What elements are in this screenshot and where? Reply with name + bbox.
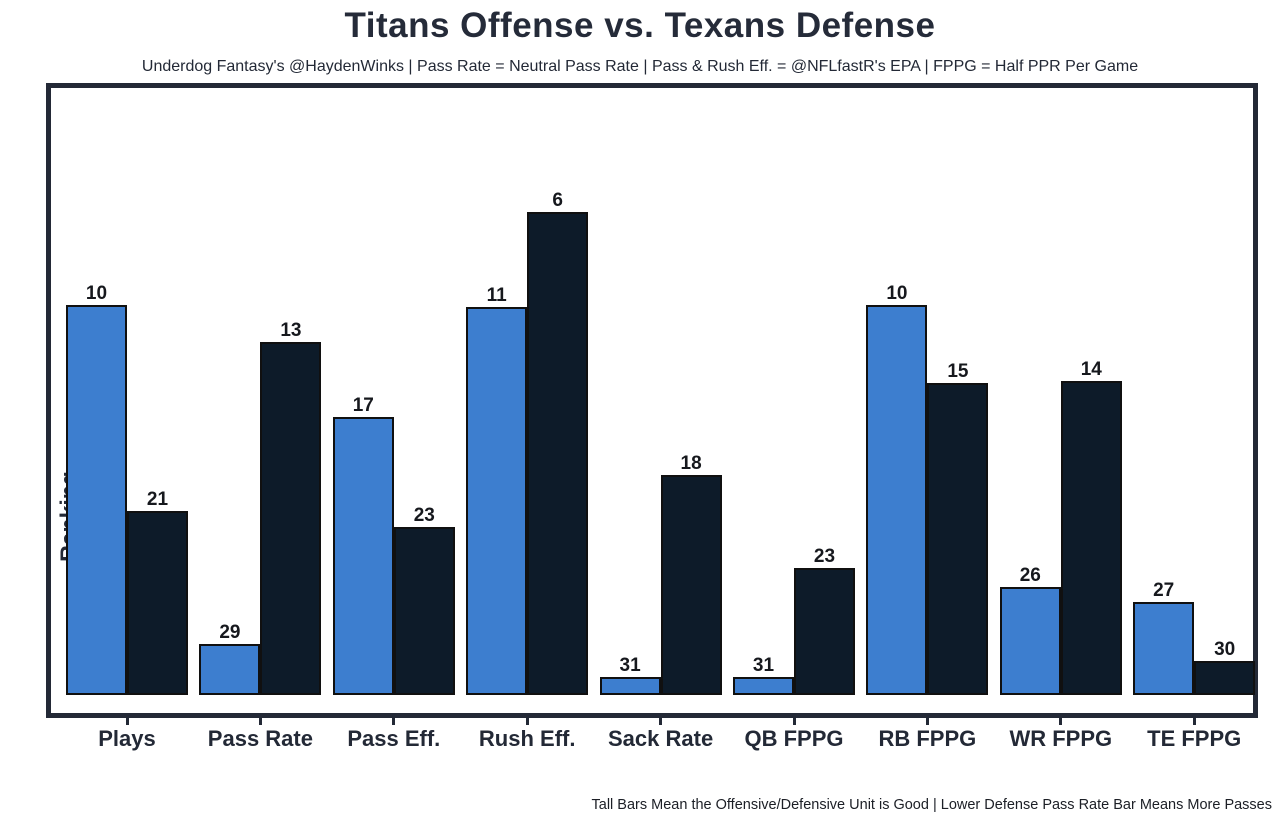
- x-category-label-plays: Plays: [98, 726, 156, 751]
- bar-defense-te-fppg: [1194, 661, 1256, 695]
- bar-offense-rush-eff: [466, 307, 528, 695]
- bar-col-defense-rb-fppg: 15: [927, 361, 989, 695]
- bar-col-defense-wr-fppg: 14: [1060, 359, 1122, 695]
- bar-value-label: 30: [1214, 639, 1236, 660]
- x-category-label-wr-fppg: WR FPPG: [1009, 726, 1113, 751]
- bar-col-offense-plays: 10: [66, 284, 127, 695]
- x-axis-tick-rb-fppg: [925, 718, 929, 725]
- bar-value-label: 14: [1080, 359, 1102, 380]
- bar-defense-pass-rate: [260, 342, 322, 695]
- bar-defense-wr-fppg: [1060, 381, 1122, 695]
- x-category-label-pass-eff: Pass Eff.: [347, 726, 441, 751]
- x-category-label-rush-eff: Rush Eff.: [478, 726, 576, 751]
- bar-value-label: 31: [752, 655, 775, 676]
- x-axis-tick-te-fppg: [1192, 718, 1196, 725]
- x-category-label-qb-fppg: QB FPPG: [744, 726, 844, 751]
- bar-offense-pass-eff: [332, 417, 394, 695]
- bar-value-label: 31: [619, 655, 641, 676]
- x-category-label-sack-rate: Sack Rate: [608, 726, 714, 751]
- bar-group-plays: 10 21: [66, 284, 188, 695]
- plot-area: Ranking 10212913172311631183123101526142…: [51, 88, 1256, 713]
- bar-col-offense-pass-rate: 29: [199, 622, 261, 695]
- bar-col-offense-rb-fppg: 10: [866, 283, 928, 695]
- bar-defense-qb-fppg: [794, 568, 855, 695]
- x-axis-tick-sack-rate: [659, 718, 663, 725]
- bar-value-label: 10: [886, 283, 908, 304]
- x-axis-tick-wr-fppg: [1059, 718, 1063, 725]
- bar-group-qb-fppg: 31 23: [733, 547, 855, 695]
- bar-offense-qb-fppg: [733, 677, 794, 695]
- bar-col-offense-sack-rate: 31: [599, 655, 661, 695]
- chart-footnote: Tall Bars Mean the Offensive/Defensive U…: [591, 797, 1272, 813]
- bar-value-label: 13: [280, 320, 302, 341]
- bar-col-defense-pass-rate: 13: [260, 320, 322, 695]
- bar-col-offense-qb-fppg: 31: [733, 656, 794, 695]
- bar-value-label: 10: [85, 283, 108, 304]
- bar-defense-sack-rate: [660, 475, 722, 695]
- bar-value-label: 23: [813, 546, 836, 567]
- bar-group-pass-rate: 29 13: [199, 320, 322, 695]
- bar-offense-wr-fppg: [999, 587, 1061, 695]
- chart-subtitle: Underdog Fantasy's @HaydenWinks | Pass R…: [141, 58, 1139, 75]
- x-axis-tick-plays: [125, 718, 129, 725]
- bar-defense-rb-fppg: [927, 383, 989, 695]
- bar-group-rb-fppg: 10 15: [866, 283, 989, 695]
- bar-value-label: 6: [552, 190, 563, 211]
- x-axis-tick-rush-eff: [525, 718, 529, 725]
- plot-box: Ranking 10212913172311631183123101526142…: [46, 83, 1258, 718]
- chart-title: Titans Offense vs. Texans Defense: [344, 6, 936, 45]
- bar-offense-plays: [66, 305, 127, 695]
- bar-group-te-fppg: 27 30: [1133, 580, 1256, 695]
- bar-group-rush-eff: 11 6: [466, 190, 589, 695]
- bar-col-offense-pass-eff: 17: [332, 395, 394, 695]
- bar-value-label: 17: [352, 395, 374, 416]
- bar-defense-pass-eff: [393, 527, 455, 695]
- bar-offense-sack-rate: [599, 677, 661, 695]
- x-category-label-rb-fppg: RB FPPG: [878, 726, 977, 751]
- bar-value-label: 15: [947, 361, 969, 382]
- x-axis-tick-qb-fppg: [792, 718, 796, 725]
- bar-value-label: 18: [680, 453, 702, 474]
- bar-offense-te-fppg: [1133, 602, 1195, 695]
- bar-col-defense-pass-eff: 23: [393, 505, 455, 695]
- x-category-label-pass-rate: Pass Rate: [207, 726, 313, 751]
- x-category-label-te-fppg: TE FPPG: [1147, 726, 1242, 751]
- bar-offense-pass-rate: [199, 644, 261, 695]
- bar-group-sack-rate: 31 18: [599, 453, 722, 695]
- bar-col-defense-rush-eff: 6: [527, 190, 589, 695]
- bar-col-defense-te-fppg: 30: [1194, 639, 1256, 695]
- bar-col-defense-sack-rate: 18: [660, 453, 722, 695]
- bar-value-label: 11: [486, 285, 507, 306]
- bar-defense-plays: [127, 511, 188, 695]
- bar-value-label: 21: [146, 489, 169, 510]
- bar-value-label: 23: [413, 505, 435, 526]
- bar-col-offense-rush-eff: 11: [466, 285, 528, 695]
- bar-col-offense-te-fppg: 27: [1133, 580, 1195, 695]
- bar-group-pass-eff: 17 23: [332, 395, 455, 695]
- bar-defense-rush-eff: [527, 212, 589, 695]
- bar-group-wr-fppg: 26 14: [999, 359, 1122, 695]
- bar-col-offense-wr-fppg: 26: [999, 565, 1061, 695]
- x-axis-tick-pass-rate: [258, 718, 262, 725]
- bar-col-defense-qb-fppg: 23: [794, 547, 855, 695]
- x-axis-tick-pass-eff: [392, 718, 396, 725]
- bar-value-label: 29: [219, 622, 241, 643]
- bar-col-defense-plays: 21: [127, 490, 188, 695]
- bar-value-label: 26: [1019, 565, 1041, 586]
- bar-offense-rb-fppg: [866, 305, 928, 695]
- bar-value-label: 27: [1153, 580, 1175, 601]
